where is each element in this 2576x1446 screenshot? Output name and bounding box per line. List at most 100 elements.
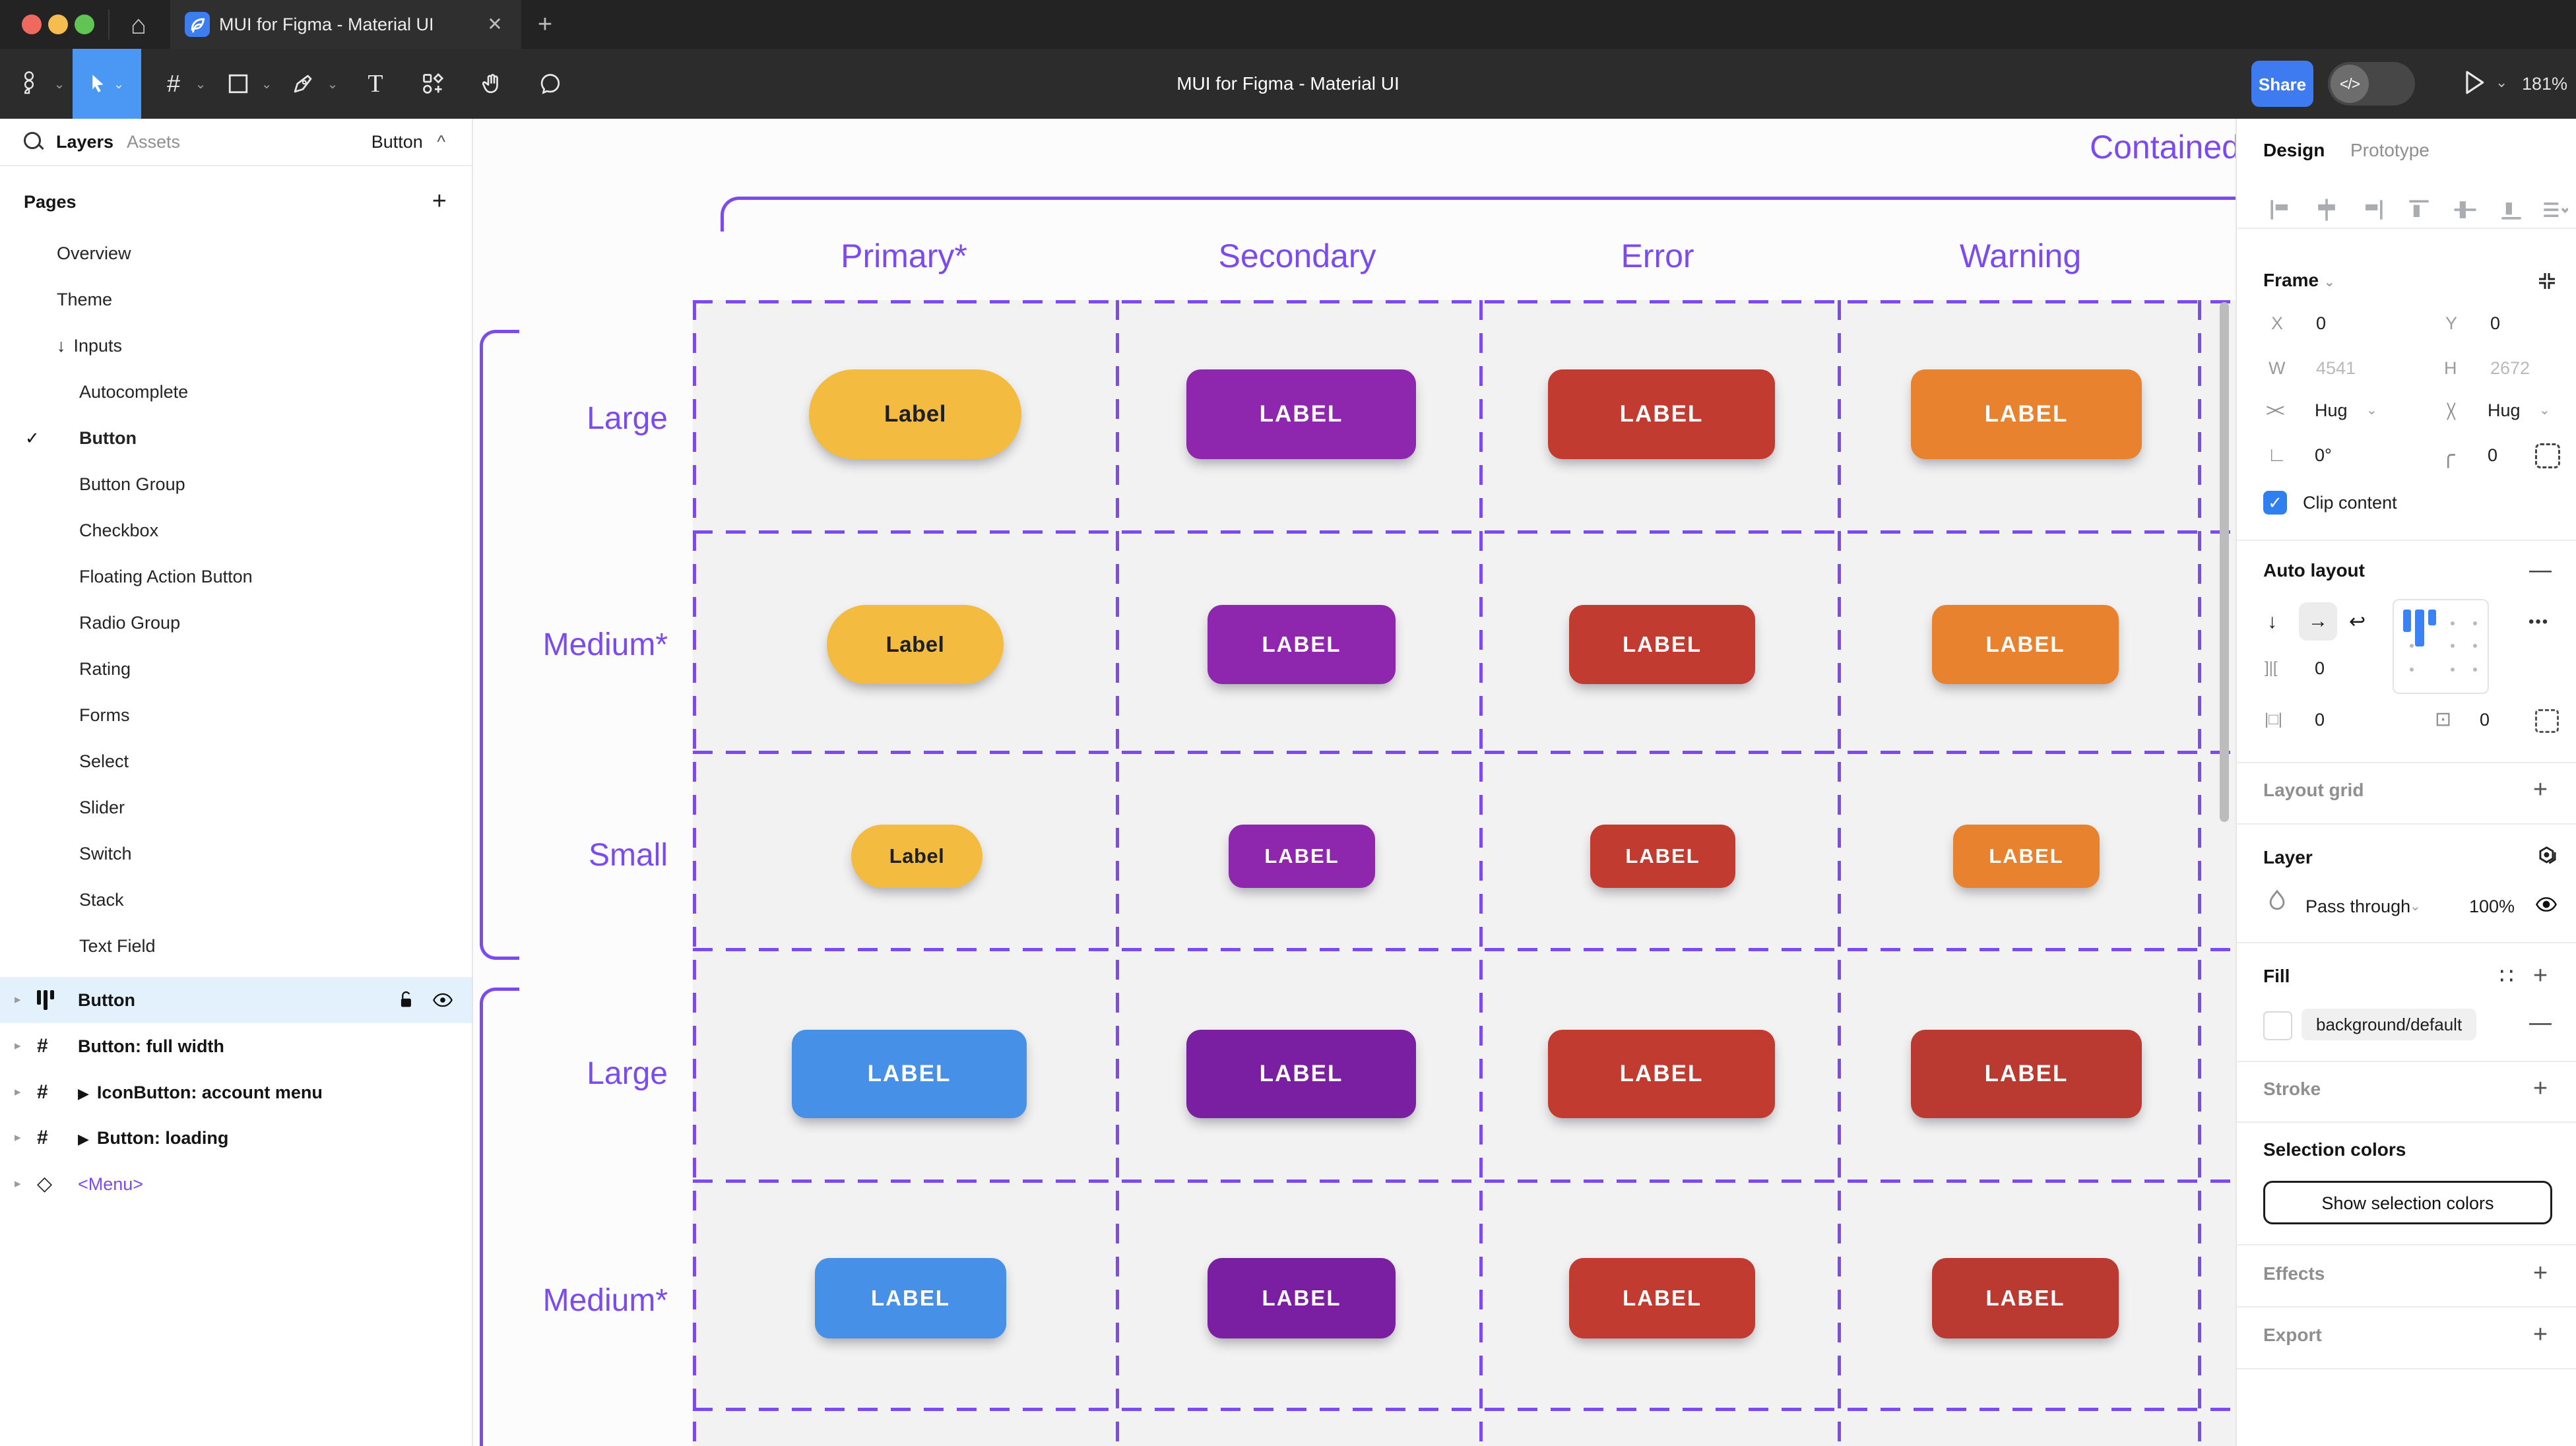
button-secondary-large[interactable]: LABEL [1186,369,1416,459]
layer-row-button-loading[interactable]: ▸ # ▶ Button: loading [0,1115,472,1161]
sidebar-page-switch[interactable]: Switch [79,844,132,864]
traffic-close-button[interactable] [22,15,42,34]
button-warning-large-2[interactable]: LABEL [1911,1030,2142,1118]
disclosure-icon[interactable]: ▸ [15,1085,21,1099]
main-menu-chevron-icon[interactable]: ⌄ [53,77,65,92]
gap-input[interactable]: 0 [2315,658,2325,678]
sidebar-page-fab[interactable]: Floating Action Button [79,567,253,586]
h-input[interactable]: 2672 [2490,358,2530,378]
chevron-down-icon[interactable]: ⌄ [2410,899,2421,914]
hug-h-select[interactable]: Hug [2315,400,2348,420]
visibility-eye-icon[interactable] [2535,896,2558,913]
share-button[interactable]: Share [2251,61,2313,107]
present-chevron-icon[interactable]: ⌄ [2496,74,2508,90]
button-secondary-medium-2[interactable]: LABEL [1208,1258,1396,1338]
zoom-level[interactable]: 181% [2522,74,2568,94]
button-secondary-large-2[interactable]: LABEL [1186,1030,1416,1118]
corner-radius-input[interactable]: 0 [2488,445,2498,465]
pen-tool-chevron-icon[interactable]: ⌄ [327,77,338,92]
direction-right-icon[interactable]: → [2299,602,2337,641]
rotation-input[interactable]: 0° [2315,445,2332,465]
button-primary-large[interactable]: Label [809,369,1021,459]
add-page-button[interactable]: + [432,187,447,215]
w-input[interactable]: 4541 [2316,358,2356,378]
button-secondary-medium[interactable]: LABEL [1208,605,1396,684]
dev-mode-toggle[interactable]: </> [2328,62,2415,106]
vertical-padding-input[interactable]: 0 [2480,710,2490,730]
sidebar-page-forms[interactable]: Forms [79,705,130,725]
remove-fill-button[interactable]: — [2529,1010,2552,1035]
layer-row-menu-instance[interactable]: ▸ ◇ <Menu> [0,1161,472,1207]
browser-tab[interactable]: MUI for Figma - Material UI ✕ [170,0,521,49]
distribute-icon[interactable] [2539,195,2568,224]
tab-assets[interactable]: Assets [127,132,181,152]
button-error-medium-2[interactable]: LABEL [1569,1258,1755,1338]
shape-tool-chevron-icon[interactable]: ⌄ [261,77,273,92]
button-error-large[interactable]: LABEL [1548,369,1775,459]
lock-unlocked-icon[interactable] [398,990,415,1010]
auto-layout-alignment-pad[interactable] [2393,599,2489,694]
align-right-icon[interactable] [2358,195,2387,224]
button-error-medium[interactable]: LABEL [1569,605,1755,684]
pen-tool-icon[interactable] [285,49,321,119]
tab-prototype[interactable]: Prototype [2350,140,2430,160]
tab-layers[interactable]: Layers [56,132,114,152]
add-stroke-button[interactable]: + [2532,1075,2548,1102]
shape-tool-icon[interactable] [222,49,255,119]
blend-mode-select[interactable]: Pass through [2305,896,2411,916]
present-icon[interactable] [2459,67,2490,100]
remove-auto-layout-button[interactable]: — [2529,557,2552,582]
button-primary-medium-2[interactable]: LABEL [815,1258,1006,1338]
tab-design[interactable]: Design [2263,140,2325,160]
blend-mode-icon[interactable] [2535,844,2560,869]
frame-section-header[interactable]: Frame ⌄ [2263,270,2335,290]
traffic-zoom-button[interactable] [75,15,94,34]
chevron-down-icon[interactable]: ⌄ [2366,403,2377,418]
layer-row-iconbutton-account-menu[interactable]: ▸ # ▶ IconButton: account menu [0,1069,472,1116]
align-top-icon[interactable] [2404,195,2433,224]
button-warning-small[interactable]: LABEL [1953,825,2100,888]
direction-down-icon[interactable]: ↓ [2267,611,2277,633]
add-layout-grid-button[interactable]: + [2532,776,2548,803]
canvas[interactable]: Contained Primary* Secondary Error Warni… [473,119,2236,1446]
sidebar-page-select[interactable]: Select [79,751,129,771]
canvas-frame-name[interactable]: Contained [2090,129,2236,166]
frame-tool-chevron-icon[interactable]: ⌄ [195,77,207,92]
sidebar-page-overview[interactable]: Overview [57,243,131,263]
button-primary-small[interactable]: Label [851,825,982,888]
fill-color-swatch[interactable] [2263,1011,2292,1040]
search-icon[interactable] [24,132,44,152]
align-bottom-icon[interactable] [2497,195,2526,224]
wrap-icon[interactable]: ↩ [2349,611,2366,633]
sidebar-page-rating[interactable]: Rating [79,659,131,679]
hug-v-select[interactable]: Hug [2488,400,2521,420]
canvas-scrollbar[interactable] [2220,302,2229,822]
add-fill-button[interactable]: + [2532,962,2548,990]
hand-tool-icon[interactable] [474,49,511,119]
disclosure-icon[interactable]: ▸ [15,1039,21,1053]
individual-padding-icon[interactable] [2535,709,2559,733]
disclosure-icon[interactable]: ▸ [15,1131,21,1145]
sidebar-page-button-group[interactable]: Button Group [79,474,185,494]
fill-style-chip[interactable]: background/default [2302,1009,2477,1040]
layer-row-button[interactable]: ▸ Button [0,977,472,1023]
chevron-down-icon[interactable]: ⌄ [2539,403,2550,418]
frame-tool-icon[interactable]: # [166,70,181,97]
more-options-icon[interactable]: ••• [2528,613,2550,631]
button-secondary-small[interactable]: LABEL [1229,825,1375,888]
button-warning-medium[interactable]: LABEL [1932,605,2119,684]
text-tool-icon[interactable]: T [368,70,383,98]
align-left-icon[interactable] [2266,195,2295,224]
sidebar-page-autocomplete[interactable]: Autocomplete [79,382,189,402]
resources-tool-icon[interactable] [414,49,451,119]
layer-row-button-full-width[interactable]: ▸ # Button: full width [0,1023,472,1069]
button-error-small[interactable]: LABEL [1590,825,1735,888]
y-input[interactable]: 0 [2490,313,2501,333]
button-primary-medium[interactable]: Label [827,605,1004,684]
clip-content-checkbox[interactable]: ✓ [2263,491,2287,515]
visibility-eye-icon[interactable] [432,992,453,1008]
disclosure-icon[interactable]: ▸ [15,993,21,1007]
opacity-input[interactable]: 100% [2469,896,2515,916]
tab-close-icon[interactable]: ✕ [487,14,503,34]
align-h-center-icon[interactable] [2312,195,2341,224]
